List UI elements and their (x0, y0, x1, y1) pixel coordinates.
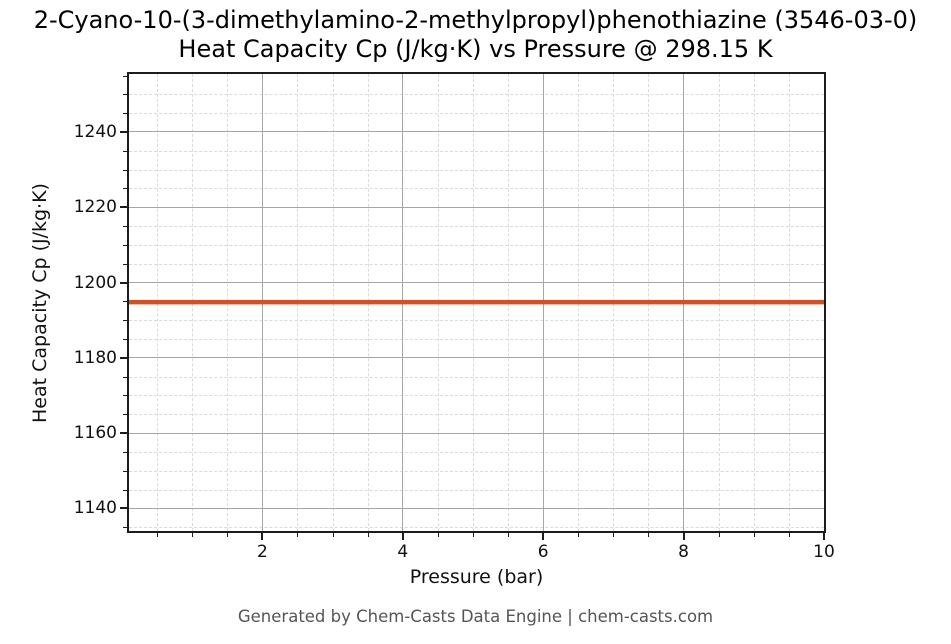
tick-y-minor (123, 169, 127, 171)
tick-y-minor (123, 320, 127, 322)
gridline-y-minor (129, 451, 824, 453)
gridline-y-minor (129, 188, 824, 190)
tick-x-minor (227, 533, 229, 537)
tick-y-major (120, 356, 127, 359)
tick-y-minor (123, 527, 127, 529)
x-tick-label: 6 (537, 542, 549, 562)
tick-y-minor (123, 489, 127, 491)
x-tick-label: 2 (256, 542, 268, 562)
x-axis-label: Pressure (bar) (409, 566, 544, 588)
tick-y-minor (123, 113, 127, 115)
tick-x-minor (472, 533, 474, 537)
x-tick-label: 10 (813, 542, 835, 562)
gridline-y-major (129, 357, 824, 359)
tick-y-major (120, 507, 127, 510)
gridline-y-major (129, 507, 824, 509)
x-tick-label: 8 (678, 542, 690, 562)
tick-x-minor (718, 533, 720, 537)
tick-y-major (120, 130, 127, 133)
tick-x-minor (788, 533, 790, 537)
tick-x-minor (367, 533, 369, 537)
tick-y-major (120, 206, 127, 209)
tick-x-minor (192, 533, 194, 537)
tick-y-major (120, 281, 127, 284)
gridline-y-minor (129, 244, 824, 246)
tick-x-minor (437, 533, 439, 537)
tick-y-minor (123, 188, 127, 190)
y-tick-label: 1160 (73, 423, 117, 444)
chart-title-line2: Heat Capacity Cp (J/kg·K) vs Pressure @ … (178, 35, 773, 63)
tick-y-minor (123, 263, 127, 265)
gridline-y-minor (129, 414, 824, 416)
tick-y-minor (123, 150, 127, 152)
tick-x-minor (578, 533, 580, 537)
gridline-y-minor (129, 489, 824, 491)
tick-x-minor (508, 533, 510, 537)
tick-x-major (682, 533, 685, 540)
tick-x-minor (157, 533, 159, 537)
gridline-y-minor (129, 339, 824, 340)
gridline-y-minor (129, 169, 824, 171)
tick-y-minor (123, 470, 127, 472)
gridline-y-minor (129, 113, 824, 115)
plot-area: 2 4 6 8 10 1140 1160 1180 1200 1220 1240 (74, 72, 835, 562)
tick-y-minor (123, 451, 127, 453)
tick-y-minor (123, 376, 127, 378)
y-tick-label: 1240 (73, 121, 117, 142)
gridline-y-minor (129, 150, 824, 152)
gridline-y-minor (129, 527, 824, 529)
gridline-y-major (129, 131, 824, 133)
tick-y-minor (123, 244, 127, 246)
gridline-y-minor (129, 263, 824, 265)
chart-title-line1: 2-Cyano-10-(3-dimethylamino-2-methylprop… (33, 6, 918, 34)
gridline-y-minor (129, 470, 824, 472)
tick-y-minor (123, 94, 127, 96)
x-tick-label: 4 (397, 542, 409, 562)
footer-credit: Generated by Chem-Casts Data Engine | ch… (237, 607, 714, 626)
tick-y-minor (123, 75, 127, 77)
tick-x-minor (753, 533, 755, 537)
tick-y-minor (123, 226, 127, 228)
tick-y-minor (123, 301, 127, 303)
tick-x-minor (613, 533, 615, 537)
tick-y-minor (123, 414, 127, 416)
gridline-y-minor (129, 226, 824, 228)
series-layer (129, 299, 824, 305)
gridline-y-minor (129, 320, 824, 322)
tick-x-minor (648, 533, 650, 537)
tick-x-major (542, 533, 545, 540)
tick-x-major (261, 533, 264, 540)
tick-y-minor (123, 339, 127, 340)
gridline-y-major (129, 282, 824, 284)
y-tick-label: 1200 (73, 272, 117, 293)
tick-layer: 2 4 6 8 10 1140 1160 1180 1200 1220 1240 (74, 74, 835, 562)
gridline-y-minor (129, 94, 824, 96)
y-tick-label: 1180 (73, 347, 117, 368)
y-axis-label: Heat Capacity Cp (J/kg·K) (29, 183, 51, 423)
tick-x-major (401, 533, 404, 540)
y-tick-label: 1140 (73, 498, 117, 519)
chart-title: 2-Cyano-10-(3-dimethylamino-2-methylprop… (0, 6, 951, 64)
tick-x-minor (332, 533, 334, 537)
gridline-y-minor (129, 395, 824, 397)
tick-x-major (823, 533, 825, 540)
tick-x-minor (297, 533, 299, 537)
gridline-y-major (129, 432, 824, 434)
gridline-y-minor (129, 376, 824, 378)
tick-y-major (120, 432, 127, 435)
gridline-y-major (129, 206, 824, 208)
tick-y-minor (123, 395, 127, 397)
y-tick-label: 1220 (73, 197, 117, 218)
